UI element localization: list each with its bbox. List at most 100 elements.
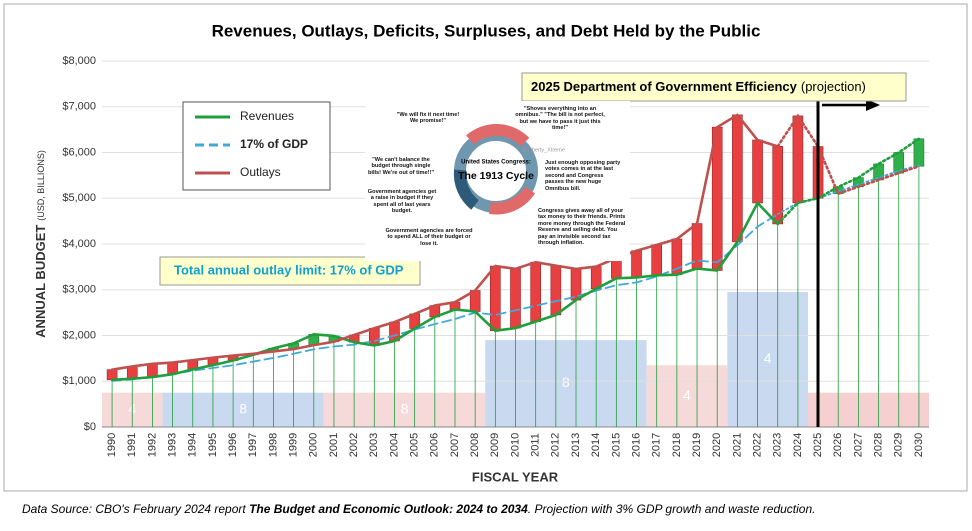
footer-prefix: Data Source: CBO's February 2024 report [22, 502, 250, 516]
x-tick-label: 2016 [630, 433, 642, 457]
x-tick-label: 2004 [388, 433, 400, 457]
x-tick-label: 1996 [227, 433, 239, 457]
y-tick-label: $4,000 [62, 238, 96, 250]
footer: Data Source: CBO's February 2024 report … [22, 502, 815, 516]
term-block [485, 340, 647, 427]
x-tick-label: 2001 [328, 433, 340, 457]
inset-note: Congress gives away all of your tax mone… [538, 208, 626, 247]
x-tick-label: 2006 [429, 433, 441, 457]
deficit-bar [550, 265, 562, 316]
deficit-bar [530, 261, 541, 322]
cycle-arc [466, 124, 530, 147]
x-tick-label: 2008 [469, 433, 481, 457]
x-tick-label: 2024 [792, 433, 804, 457]
y-tick-label: $2,000 [62, 329, 96, 341]
x-tick-label: 2005 [409, 433, 421, 457]
legend-label: Revenues [240, 109, 294, 123]
inset-note: Government agencies are forced to spend … [385, 228, 473, 247]
term-label: 4 [764, 350, 772, 366]
deficit-bar [631, 250, 642, 278]
deficit-bar [772, 146, 784, 225]
x-tick-label: 2013 [570, 433, 582, 457]
deficit-bar [147, 363, 158, 378]
x-tick-label: 2000 [308, 433, 320, 457]
x-tick-label: 2010 [509, 433, 521, 457]
limit-note: Total annual outlay limit: 17% of GDP [174, 262, 404, 277]
inset-note: "We can't balance the budget through sin… [367, 157, 435, 176]
marks [106, 113, 925, 427]
x-tick-label: 2003 [368, 433, 380, 457]
y-label-unit: (USD, BILLIONS) [36, 150, 46, 221]
legend-label: 17% of GDP [240, 137, 308, 151]
inset-note: Government agencies get a raise in budge… [367, 189, 437, 215]
surplus-bar [913, 138, 925, 167]
x-tick-label: 2007 [449, 433, 461, 457]
term-label: 8 [562, 374, 570, 390]
annotation: 2025 Department of Government Efficiency… [531, 79, 866, 94]
x-tick-label: 2002 [348, 433, 360, 457]
labels: $0 $1,000 $2,000 $3,000 $4,000 $5,000 $6,000 $7… [62, 55, 924, 457]
series-line [110, 113, 780, 371]
x-axis-label: FISCAL YEAR [472, 469, 559, 484]
x-tick-label: 2017 [651, 433, 663, 457]
limit-box [159, 256, 421, 286]
footer-bold: The Budget and Economic Outlook: 2024 to… [249, 502, 528, 516]
cycle-center [469, 144, 523, 198]
x-tick-label: 2025 [812, 433, 824, 457]
deficit-bar [752, 139, 763, 204]
deficit-bar [510, 268, 521, 329]
x-tick-label: 1994 [187, 433, 199, 457]
x-tick-label: 2028 [872, 433, 884, 457]
x-tick-label: 1999 [288, 433, 300, 457]
x-tick-label: 2009 [489, 433, 501, 457]
x-tick-label: 2019 [691, 433, 703, 457]
term-block [162, 392, 324, 427]
deficit-bar [611, 257, 622, 279]
x-tick-label: 2027 [852, 433, 864, 457]
inset-note: "We will fix it next time! We promise!" [396, 112, 460, 125]
annotation-rest: (projection) [801, 79, 866, 94]
y-tick-label: $3,000 [62, 284, 96, 296]
x-tick-label: 1990 [106, 433, 118, 457]
deficit-bar [106, 369, 118, 381]
annotation-box [521, 72, 907, 102]
cycle-arc [453, 169, 479, 210]
x-tick-label: 2030 [913, 433, 925, 457]
deficit-bar [590, 266, 602, 290]
x-tick-label: 2023 [772, 433, 784, 457]
term-block [323, 392, 486, 427]
inset-note: Just enough opposing party votes comes i… [545, 160, 621, 192]
x-tick-label: 1993 [167, 433, 179, 457]
y-axis-label: ANNUAL BUDGET (USD, BILLIONS) [33, 150, 48, 338]
y-tick-label: $7,000 [62, 101, 96, 113]
x-tick-label: 2018 [671, 433, 683, 457]
x-tick-label: 2029 [893, 433, 905, 457]
term-block [807, 392, 929, 427]
deficit-bar [651, 244, 662, 276]
inset-note: "Shoves everything into an omnibus." "Th… [515, 106, 605, 132]
x-tick-label: 2026 [832, 433, 844, 457]
inset-center-title: The 1913 Cycle [458, 170, 534, 182]
cycle-arc [489, 186, 536, 215]
series-line [110, 200, 780, 382]
x-tick-label: 2011 [530, 433, 542, 457]
term-label: 8 [401, 401, 409, 417]
legend-label: Outlays [240, 165, 281, 179]
x-tick-label: 2020 [711, 433, 723, 457]
x-tick-label: 1995 [207, 433, 219, 457]
x-tick-label: 1992 [146, 433, 158, 457]
series-line [111, 213, 779, 382]
x-tick-label: 1998 [267, 433, 279, 457]
x-tick-label: 2012 [550, 433, 562, 457]
series-line [776, 113, 921, 196]
x-tick-label: 1997 [247, 433, 259, 457]
term-label: 4 [683, 387, 691, 403]
deficit-bar [732, 114, 743, 243]
chart-title: Revenues, Outlays, Deficits, Surpluses, … [212, 21, 761, 40]
arrow-head [866, 99, 880, 111]
series-line [776, 137, 921, 226]
x-tick-label: 2021 [731, 433, 743, 457]
y-tick-label: $6,000 [62, 146, 96, 158]
